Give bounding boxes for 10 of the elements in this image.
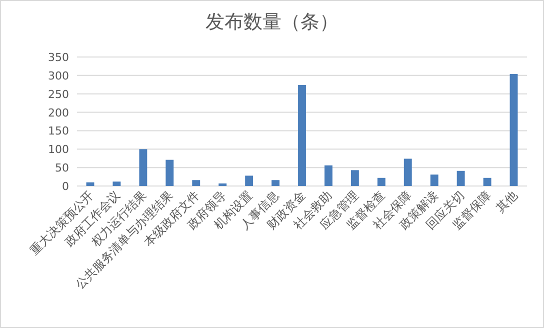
y-tick-label: 200 xyxy=(48,106,69,120)
y-tick-label: 250 xyxy=(48,88,69,101)
y-tick-label: 100 xyxy=(48,143,69,156)
y-tick-label: 150 xyxy=(48,124,69,138)
y-tick-label: 300 xyxy=(48,69,69,82)
title: 发布数量（条） xyxy=(206,11,338,33)
x-tick-label: 其他 xyxy=(493,188,520,216)
y-tick-label: 50 xyxy=(55,162,69,175)
y-tick-label: 0 xyxy=(62,180,69,193)
y-tick-label: 350 xyxy=(48,51,69,64)
